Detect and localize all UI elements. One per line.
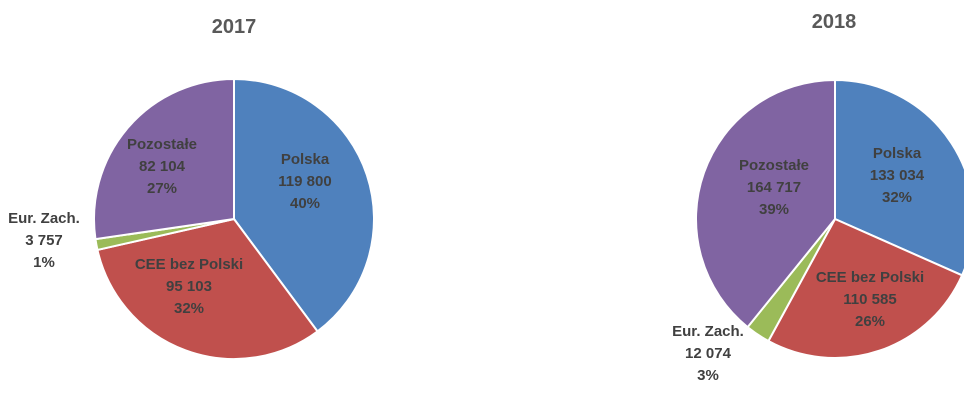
pie-slice-polska (834, 79, 964, 277)
data-label-pozosta-e: Pozostałe 82 104 27% (127, 136, 197, 197)
data-label-cee-bez-polski: CEE bez Polski 110 585 26% (816, 269, 924, 330)
chart-title-2018: 2018 (812, 11, 857, 33)
data-label-pozosta-e: Pozostałe 164 717 39% (739, 157, 809, 218)
chart-title-2017: 2017 (212, 16, 257, 38)
pie-slice-pozosta-e (93, 78, 235, 241)
data-label-polska: Polska 119 800 40% (278, 151, 331, 212)
pie-slice-polska (233, 78, 375, 333)
data-label-cee-bez-polski: CEE bez Polski 95 103 32% (135, 256, 243, 317)
data-label-eur-zach-: Eur. Zach. 12 074 3% (672, 323, 744, 384)
pie-2018: Polska 133 034 32% CEE bez Polski 110 585 26%… (672, 79, 964, 384)
pie-2017: Polska 119 800 40% CEE bez Polski 95 103 32% E… (8, 78, 375, 360)
data-label-polska: Polska 133 034 32% (870, 145, 925, 206)
pie-slice-pozosta-e (695, 79, 836, 329)
pie-slice-cee-bez-polski (96, 218, 319, 360)
data-label-eur-zach-: Eur. Zach. 3 757 1% (8, 210, 80, 271)
